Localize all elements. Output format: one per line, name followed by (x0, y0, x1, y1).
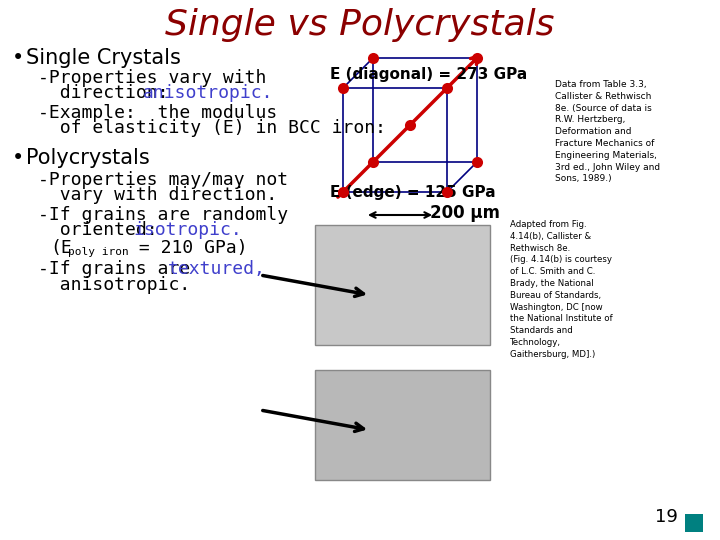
Text: -If grains are randomly: -If grains are randomly (38, 206, 288, 224)
Text: 19: 19 (655, 508, 678, 526)
Text: •: • (12, 148, 24, 168)
Bar (315, 370, 490, 480)
Text: -If grains are: -If grains are (38, 260, 201, 278)
Text: E (edge) = 125 GPa: E (edge) = 125 GPa (330, 185, 495, 199)
Text: = 210 GPa): = 210 GPa) (128, 239, 248, 257)
Text: vary with direction.: vary with direction. (38, 186, 277, 204)
Text: Adapted from Fig.
4.14(b), Callister &
Rethwisch 8e.
(Fig. 4.14(b) is courtesy
o: Adapted from Fig. 4.14(b), Callister & R… (510, 220, 613, 359)
Text: Polycrystals: Polycrystals (26, 148, 150, 168)
Text: anisotropic.: anisotropic. (143, 84, 274, 102)
Text: anisotropic.: anisotropic. (38, 276, 190, 294)
Text: E (diagonal) = 273 GPa: E (diagonal) = 273 GPa (330, 68, 527, 83)
Text: Data from Table 3.3,
Callister & Rethwisch
8e. (Source of data is
R.W. Hertzberg: Data from Table 3.3, Callister & Rethwis… (555, 80, 660, 184)
Text: -Example:  the modulus: -Example: the modulus (38, 104, 277, 122)
Text: Single vs Polycrystals: Single vs Polycrystals (166, 8, 554, 42)
Text: •: • (12, 48, 24, 68)
Text: textured,: textured, (168, 260, 266, 278)
Text: (E: (E (50, 239, 72, 257)
Text: 200 μm: 200 μm (430, 204, 500, 222)
Text: isotropic.: isotropic. (133, 221, 242, 239)
Bar (685, 514, 703, 532)
Text: poly iron: poly iron (68, 247, 129, 257)
Text: -Properties vary with: -Properties vary with (38, 69, 266, 87)
Text: oriented:: oriented: (38, 221, 168, 239)
Text: -Properties may/may not: -Properties may/may not (38, 171, 288, 189)
Text: of elasticity (E) in BCC iron:: of elasticity (E) in BCC iron: (38, 119, 386, 137)
Text: Single Crystals: Single Crystals (26, 48, 181, 68)
Text: direction:: direction: (38, 84, 190, 102)
Bar (315, 225, 490, 345)
